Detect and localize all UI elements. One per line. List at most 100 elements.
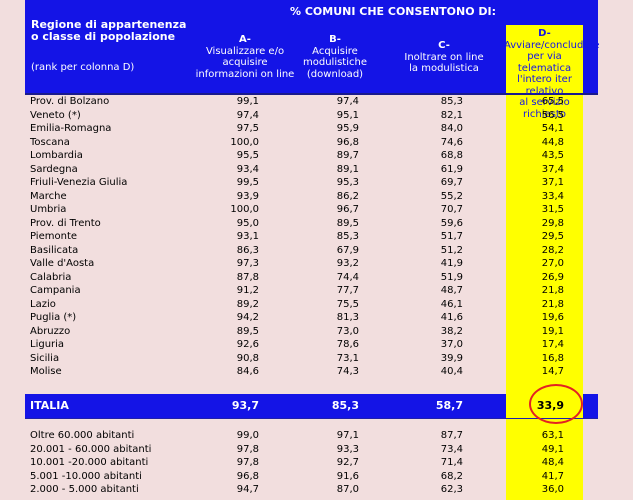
cell-col-d: 14,7 — [541, 366, 564, 377]
cell-col-b: 96,7 — [336, 204, 359, 215]
cell-col-c: 55,2 — [440, 190, 463, 202]
cell-col-b: 89,5 — [336, 217, 359, 229]
cell-col-d: 21,8 — [541, 285, 564, 296]
row-label: Veneto (*) — [30, 109, 81, 121]
cell-col-c: 71,4 — [440, 457, 463, 468]
row-label: 20.001 - 60.000 abitanti — [30, 443, 152, 455]
row-label: Campania — [30, 285, 81, 296]
cell-col-c: 74,6 — [440, 136, 463, 148]
cell-col-c: 82,1 — [440, 109, 463, 121]
cell-col-d: 43,5 — [541, 150, 564, 161]
cell-col-a: 92,6 — [236, 339, 259, 350]
cell-col-c: 48,7 — [440, 285, 463, 296]
cell-col-c: 51,2 — [440, 244, 463, 256]
cell-col-b: 97,1 — [336, 430, 359, 441]
row-label: Toscana — [30, 136, 70, 148]
highlight-circle — [529, 384, 583, 424]
cell-col-a: 97,3 — [236, 258, 259, 269]
cell-col-a: 95,5 — [236, 150, 259, 161]
cell-col-b: 96,8 — [336, 136, 359, 148]
row-label: 5.001 -10.000 abitanti — [30, 470, 142, 482]
cell-col-a: 96,8 — [236, 470, 259, 482]
cell-col-a: 93,4 — [236, 163, 259, 175]
row-label: Lombardia — [30, 150, 83, 161]
cell-col-b: 81,3 — [336, 312, 359, 323]
cell-col-b: 92,7 — [336, 457, 359, 468]
row-label: Abruzzo — [30, 325, 71, 337]
row-label: Sicilia — [30, 352, 60, 364]
cell-col-d: 29,5 — [541, 231, 564, 242]
cell-col-c: 37,0 — [440, 339, 463, 350]
row-label: Sardegna — [30, 163, 78, 175]
cell-col-d: 65,5 — [541, 96, 564, 107]
cell-col-a: 86,3 — [236, 244, 259, 256]
cell-col-b: 67,9 — [336, 244, 359, 256]
cell-col-d: 33,4 — [541, 190, 564, 202]
cell-col-b: 86,2 — [336, 190, 359, 202]
cell-col-a: 97,8 — [236, 443, 259, 455]
cell-col-b: 74,3 — [336, 366, 359, 377]
cell-col-a: 91,2 — [236, 285, 259, 296]
cell-col-c: 61,9 — [440, 163, 463, 175]
cell-col-c: 39,9 — [440, 352, 463, 364]
table-header — [25, 0, 598, 93]
cell-col-a: 87,8 — [236, 271, 259, 283]
cell-col-d: 19,1 — [541, 325, 564, 337]
cell-col-c: 84,0 — [440, 123, 463, 134]
cell-col-a: 84,6 — [236, 366, 259, 377]
cell-col-d: 27,0 — [541, 258, 564, 269]
cell-col-b: 91,6 — [336, 470, 359, 482]
cell-col-d: 16,8 — [541, 352, 564, 364]
cell-col-c: 38,2 — [440, 325, 463, 337]
cell-col-a: 99,1 — [236, 96, 259, 107]
cell-col-c: 73,4 — [440, 443, 463, 455]
cell-col-c: 41,6 — [440, 312, 463, 323]
cell-col-b: 95,3 — [336, 177, 359, 188]
row-label: 2.000 - 5.000 abitanti — [30, 484, 139, 495]
cell-col-b: 78,6 — [336, 339, 359, 350]
cell-col-a: 94,7 — [236, 484, 259, 495]
cell-col-a: 97,5 — [236, 123, 259, 134]
row-label: Emilia-Romagna — [30, 123, 112, 134]
cell-col-d: 36,0 — [541, 484, 564, 495]
cell-col-a: 95,0 — [236, 217, 259, 229]
row-label: 10.001 -20.000 abitanti — [30, 457, 149, 468]
italia-col-a: 93,7 — [231, 399, 259, 412]
cell-col-a: 93,9 — [236, 190, 259, 202]
cell-col-d: 54,1 — [541, 123, 564, 134]
row-label: Lazio — [30, 298, 56, 310]
cell-col-a: 99,5 — [236, 177, 259, 188]
cell-col-d: 44,8 — [541, 136, 564, 148]
cell-col-a: 90,8 — [236, 352, 259, 364]
cell-col-b: 93,3 — [336, 443, 359, 455]
cell-col-a: 89,2 — [236, 298, 259, 310]
row-label: Prov. di Trento — [30, 217, 101, 229]
cell-col-b: 75,5 — [336, 298, 359, 310]
cell-col-a: 97,8 — [236, 457, 259, 468]
cell-col-a: 100,0 — [230, 204, 259, 215]
cell-col-a: 94,2 — [236, 312, 259, 323]
cell-col-b: 95,1 — [336, 109, 359, 121]
cell-col-c: 87,7 — [440, 430, 463, 441]
cell-col-b: 87,0 — [336, 484, 359, 495]
header-divider — [25, 93, 598, 95]
row-label: Valle d'Aosta — [30, 258, 95, 269]
cell-col-c: 70,7 — [440, 204, 463, 215]
cell-col-d: 37,4 — [541, 163, 564, 175]
cell-col-d: 31,5 — [541, 204, 564, 215]
italia-col-c: 58,7 — [435, 399, 463, 412]
cell-col-d: 63,1 — [541, 430, 564, 441]
row-label: Friuli-Venezia Giulia — [30, 177, 128, 188]
header-col-b: B- Acquisire modulistiche (download) — [303, 34, 367, 80]
header-left-title: Regione di appartenenza o classe di popo… — [31, 18, 187, 43]
cell-col-c: 41,9 — [440, 258, 463, 269]
cell-col-a: 97,4 — [236, 109, 259, 121]
cell-col-b: 93,2 — [336, 258, 359, 269]
cell-col-d: 37,1 — [541, 177, 564, 188]
header-col-d: D- Avviare/concludere per via telematica… — [504, 28, 600, 120]
row-label: Liguria — [30, 339, 65, 350]
cell-col-b: 77,7 — [336, 285, 359, 296]
italia-row-band — [25, 394, 598, 418]
cell-col-d: 41,7 — [541, 470, 564, 482]
row-label: Oltre 60.000 abitanti — [30, 430, 135, 441]
